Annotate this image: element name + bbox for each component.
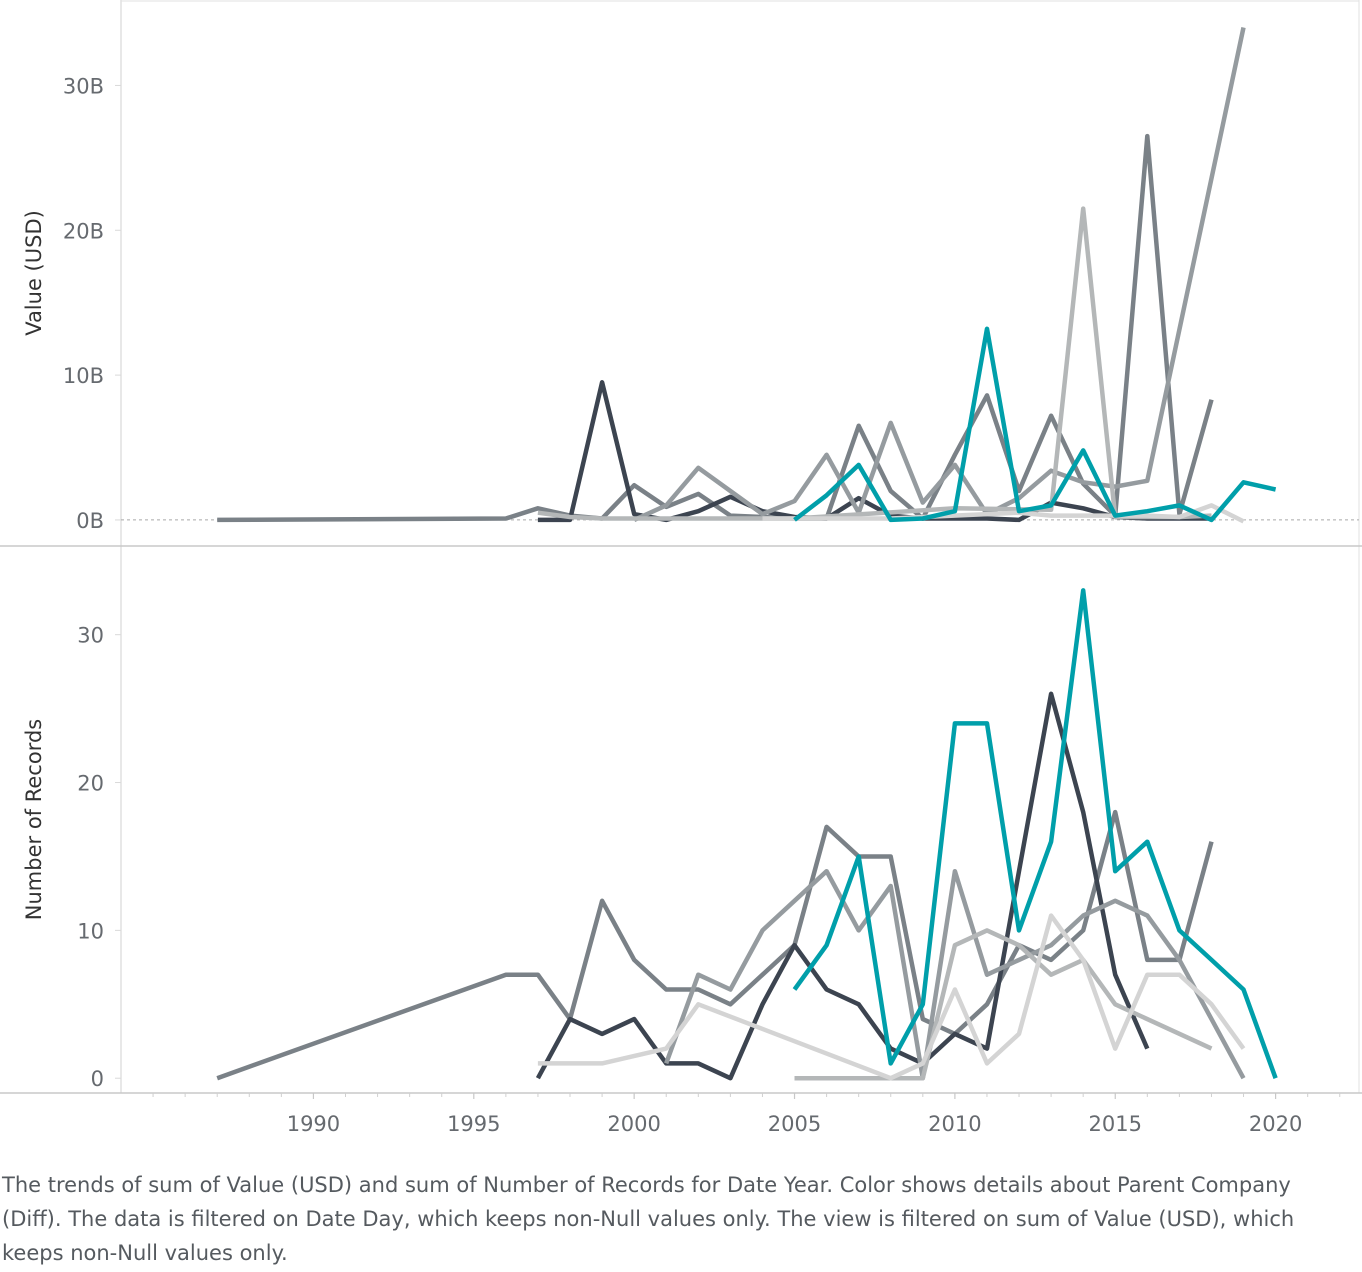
x-tick-label: 1990 bbox=[287, 1112, 340, 1136]
series-line-1 bbox=[217, 133, 1214, 523]
series-line-1 bbox=[216, 809, 1214, 1081]
chart-caption: The trends of sum of Value (USD) and sum… bbox=[2, 1173, 1295, 1265]
series-line-5 bbox=[537, 913, 1246, 1081]
chart-frame bbox=[0, 0, 1362, 1094]
x-tick-label: 2010 bbox=[928, 1112, 981, 1136]
y-axis-title: Number of Records bbox=[22, 719, 46, 920]
y-tick-label: 10B bbox=[63, 364, 104, 388]
series-line-6 bbox=[793, 326, 1277, 523]
x-tick-label: 2015 bbox=[1089, 1112, 1142, 1136]
y-tick-label: 30 bbox=[77, 624, 104, 648]
y-tick-label: 0 bbox=[91, 1067, 104, 1091]
x-tick-label: 2020 bbox=[1249, 1112, 1302, 1136]
number-of-records-panel: 0 10 20 30 Number of Records bbox=[22, 588, 1278, 1091]
y-tick-label: 30B bbox=[63, 74, 104, 98]
y-tick-label: 10 bbox=[77, 919, 104, 943]
x-tick-label: 1995 bbox=[447, 1112, 500, 1136]
y-tick-label: 0B bbox=[76, 509, 104, 533]
series-line-2 bbox=[535, 691, 1150, 1081]
y-tick-label: 20B bbox=[63, 219, 104, 243]
y-axis-title: Value (USD) bbox=[22, 210, 46, 336]
x-axis: 1990 1995 2000 2005 2010 2015 2020 bbox=[152, 1093, 1341, 1136]
series-line-3 bbox=[633, 27, 1246, 522]
y-tick-label: 20 bbox=[77, 772, 104, 796]
x-tick-label: 2000 bbox=[607, 1112, 660, 1136]
x-tick-label: 2005 bbox=[768, 1112, 821, 1136]
value-usd-panel: 0B 10B 20B 30B Value (USD) bbox=[22, 27, 1359, 533]
series-line-6 bbox=[792, 588, 1278, 1079]
series-line-3 bbox=[664, 868, 1246, 1081]
dual-line-chart: 0B 10B 20B 30B Value (USD) 0 10 20 30 Number of … bbox=[0, 0, 1362, 1136]
